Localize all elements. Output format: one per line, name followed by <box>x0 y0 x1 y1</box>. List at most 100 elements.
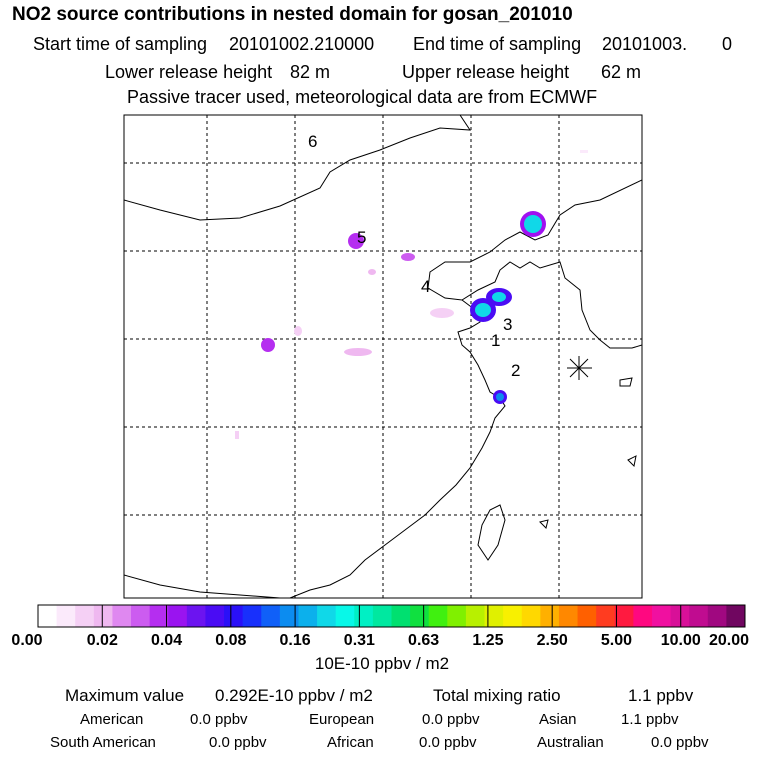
colorbar-swatch <box>186 605 206 627</box>
max-value: 0.292E-10 ppbv / m2 <box>215 686 373 705</box>
start-time-label: Start time of sampling <box>33 34 208 54</box>
colorbar-swatch <box>577 605 597 627</box>
map-label-5: 5 <box>357 228 366 247</box>
start-time-value: 20101002.210000 <box>229 34 375 54</box>
colorbar-swatch <box>707 605 727 627</box>
colorbar-swatch <box>391 605 411 627</box>
colorbar-swatch <box>633 605 653 627</box>
receptor-marker <box>567 356 592 380</box>
plume-2-core <box>496 393 504 401</box>
colorbar-swatch <box>149 605 169 627</box>
upper-height-value: 62 m <box>601 62 642 82</box>
colorbar-tick-label: 5.00 <box>600 632 633 649</box>
colorbar-swatch <box>465 605 486 627</box>
colorbar-swatch <box>596 605 616 627</box>
colorbar-tick-label: 20.00 <box>708 632 750 649</box>
plume-north <box>580 150 588 153</box>
colorbar-swatch <box>298 605 318 627</box>
plume-west <box>261 338 275 352</box>
colorbar-swatch <box>726 605 746 627</box>
end-time-value: 20101003. <box>602 34 688 54</box>
colorbar-tick-label: 2.50 <box>536 632 568 649</box>
colorbar-swatch <box>93 605 113 627</box>
colorbar <box>37 604 746 628</box>
total-mixing-label: Total mixing ratio <box>433 686 561 705</box>
region-american-label: American <box>80 711 144 728</box>
colorbar-units: 10E-10 ppbv / m2 <box>314 654 450 673</box>
plume-3b-core <box>492 292 506 302</box>
plume-west-b <box>294 326 302 336</box>
total-mixing-value: 1.1 ppbv <box>628 686 694 705</box>
colorbar-swatch <box>261 605 281 627</box>
taiwan-island <box>477 504 506 561</box>
colorbar-swatch <box>410 605 430 627</box>
plume-ne-core <box>524 215 542 233</box>
map-label-6: 6 <box>308 132 317 151</box>
map-label-1: 1 <box>491 331 500 350</box>
region-american-value: 0.0 ppbv <box>190 711 248 728</box>
colorbar-swatch <box>540 605 560 627</box>
region-australian-label: Australian <box>537 734 604 751</box>
colorbar-swatch <box>279 605 299 627</box>
colorbar-swatch <box>503 605 523 627</box>
colorbar-swatch <box>651 605 672 627</box>
colorbar-swatch <box>242 605 262 627</box>
lower-height-label: Lower release height <box>105 62 273 82</box>
islet-2 <box>627 455 637 468</box>
colorbar-tick-label: 0.00 <box>11 632 43 649</box>
region-european-value: 0.0 ppbv <box>422 711 480 728</box>
colorbar-swatch <box>447 605 467 627</box>
colorbar-frame <box>37 604 746 628</box>
max-value-label: Maximum value <box>65 686 185 705</box>
lower-height-value: 82 m <box>290 62 331 82</box>
colorbar-tick-label: 1.25 <box>472 632 504 649</box>
colorbar-tick-label: 0.16 <box>279 632 311 649</box>
region-african-label: African <box>327 734 374 751</box>
colorbar-swatch <box>317 605 337 627</box>
map-label-4: 4 <box>421 277 430 296</box>
colorbar-tick-label: 0.04 <box>150 632 183 649</box>
region-south-american-label: South American <box>50 734 156 751</box>
colorbar-swatch <box>372 605 392 627</box>
end-time-label: End time of sampling <box>413 34 582 54</box>
end-time-extra: 0 <box>722 34 733 54</box>
colorbar-tick-label: 0.08 <box>215 632 247 649</box>
colorbar-swatch <box>521 605 541 627</box>
colorbar-swatch <box>614 605 634 627</box>
region-south-american-value: 0.0 ppbv <box>209 734 267 751</box>
colorbar-tick-label: 10.00 <box>660 632 701 649</box>
colorbar-tick-label: 0.31 <box>343 632 375 649</box>
region-australian-value: 0.0 ppbv <box>651 734 709 751</box>
plume-5 <box>348 233 364 249</box>
region-european-label: European <box>309 711 375 728</box>
korea-bohai-coast <box>427 179 642 349</box>
plume-5b <box>401 253 415 261</box>
map-label-3: 3 <box>503 315 512 334</box>
colorbar-swatch <box>335 605 355 627</box>
colorbar-swatch <box>670 605 690 627</box>
islet-1 <box>619 377 633 387</box>
colorbar-swatch <box>484 605 504 627</box>
colorbar-swatch <box>56 605 76 627</box>
chart-title: NO2 source contributions in nested domai… <box>12 4 573 25</box>
plume-4 <box>430 308 454 318</box>
colorbar-swatch <box>354 605 374 627</box>
mongolia-border <box>124 115 471 221</box>
colorbar-swatch <box>168 605 188 627</box>
region-asian-label: Asian <box>539 711 577 728</box>
colorbar-swatch <box>112 605 132 627</box>
colorbar-swatch <box>131 605 151 627</box>
plume-mid <box>344 348 372 356</box>
tracer-note: Passive tracer used, meteorological data… <box>127 87 598 107</box>
colorbar-swatch <box>205 605 225 627</box>
plume-5c <box>368 269 376 275</box>
plume-sw <box>235 431 239 439</box>
region-african-value: 0.0 ppbv <box>419 734 477 751</box>
upper-height-label: Upper release height <box>402 62 570 82</box>
region-asian-value: 1.1 ppbv <box>621 711 679 728</box>
grid-lines <box>124 115 642 598</box>
china-coast <box>289 299 506 598</box>
south-border <box>124 574 281 598</box>
colorbar-tick-label: 0.63 <box>408 632 440 649</box>
